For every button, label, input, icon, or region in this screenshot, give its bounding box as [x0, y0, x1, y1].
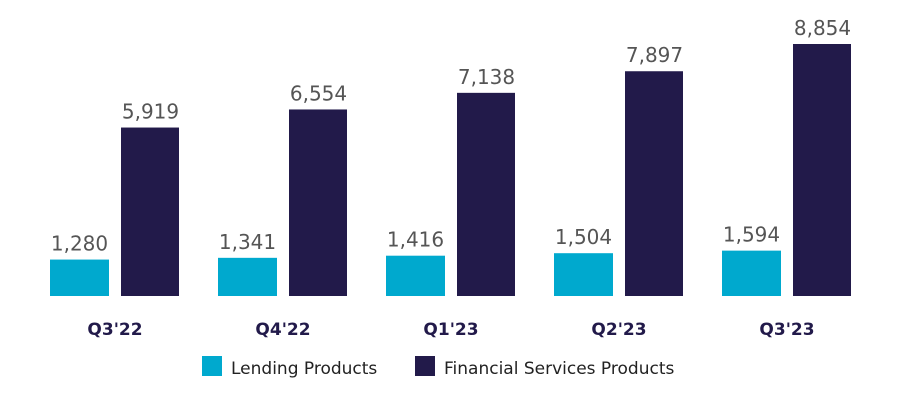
bar-lending-1	[218, 257, 277, 296]
legend-label: Financial Services Products	[444, 359, 674, 379]
x-tick-label: Q3'22	[87, 320, 142, 340]
x-tick-label: Q4'22	[255, 320, 310, 340]
data-label: 1,594	[723, 223, 780, 247]
legend-swatch-0	[202, 356, 222, 376]
bar-lending-4	[722, 250, 781, 296]
bar-financial-services-1	[289, 109, 347, 296]
data-label: 1,416	[387, 228, 444, 252]
data-label: 1,280	[51, 232, 108, 256]
legend-swatch-1	[415, 356, 435, 376]
bar-financial-services-0	[121, 127, 179, 296]
x-tick-label: Q2'23	[591, 320, 646, 340]
data-label: 1,341	[219, 230, 276, 254]
x-tick-label: Q3'23	[759, 320, 814, 340]
data-label: 5,919	[122, 100, 179, 124]
bar-financial-services-3	[625, 71, 683, 297]
x-tick-label: Q1'23	[423, 320, 478, 340]
data-label: 6,554	[290, 81, 347, 105]
data-label: 7,138	[458, 65, 515, 89]
bar-financial-services-2	[457, 92, 515, 296]
legend-label: Lending Products	[231, 359, 377, 379]
data-label: 7,897	[626, 43, 683, 67]
bar-lending-2	[386, 255, 445, 296]
bar-financial-services-4	[793, 44, 851, 296]
data-label: 1,504	[555, 225, 612, 249]
data-label: 8,854	[794, 16, 851, 40]
bar-lending-3	[554, 253, 613, 296]
bar-lending-0	[50, 259, 109, 296]
